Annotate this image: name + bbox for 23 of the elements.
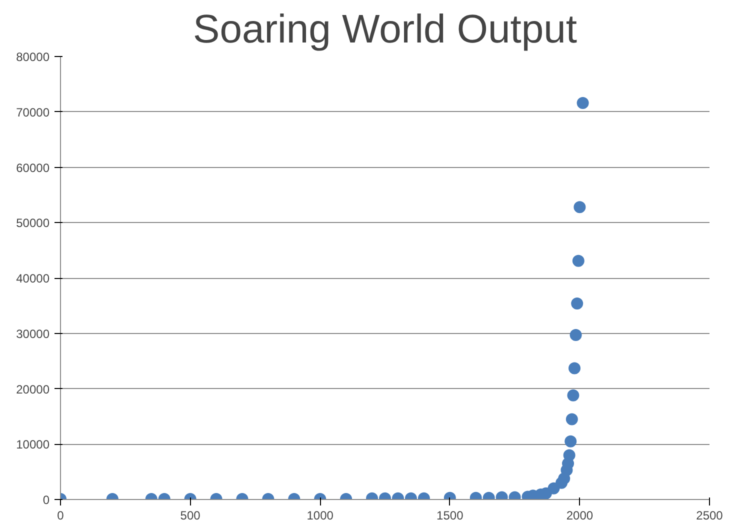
y-tick-label: 70000 [16, 105, 50, 120]
point [567, 389, 580, 402]
chart-title: Soaring World Output [193, 8, 577, 52]
y-tick-label: 60000 [16, 160, 50, 175]
y-tick-label: 0 [42, 493, 50, 507]
x-tick-label: 1500 [436, 508, 464, 522]
y-tick-label: 30000 [16, 326, 50, 341]
y-tick-label: 80000 [16, 50, 50, 64]
y-tick-label: 10000 [16, 438, 50, 452]
point [572, 254, 584, 267]
y-tick-label: 40000 [16, 272, 50, 286]
point [570, 329, 582, 342]
y-tick-label: 50000 [16, 216, 50, 230]
point [571, 297, 584, 310]
x-tick-label: 2000 [566, 508, 594, 522]
x-tick-label: 500 [180, 508, 201, 522]
point [568, 362, 581, 374]
x-tick-label: 0 [57, 508, 64, 522]
x-tick-label: 2500 [696, 508, 724, 522]
y-tick-label: 20000 [16, 382, 50, 396]
point [576, 97, 589, 110]
x-tick-label: 1000 [306, 508, 334, 522]
point [574, 201, 586, 214]
